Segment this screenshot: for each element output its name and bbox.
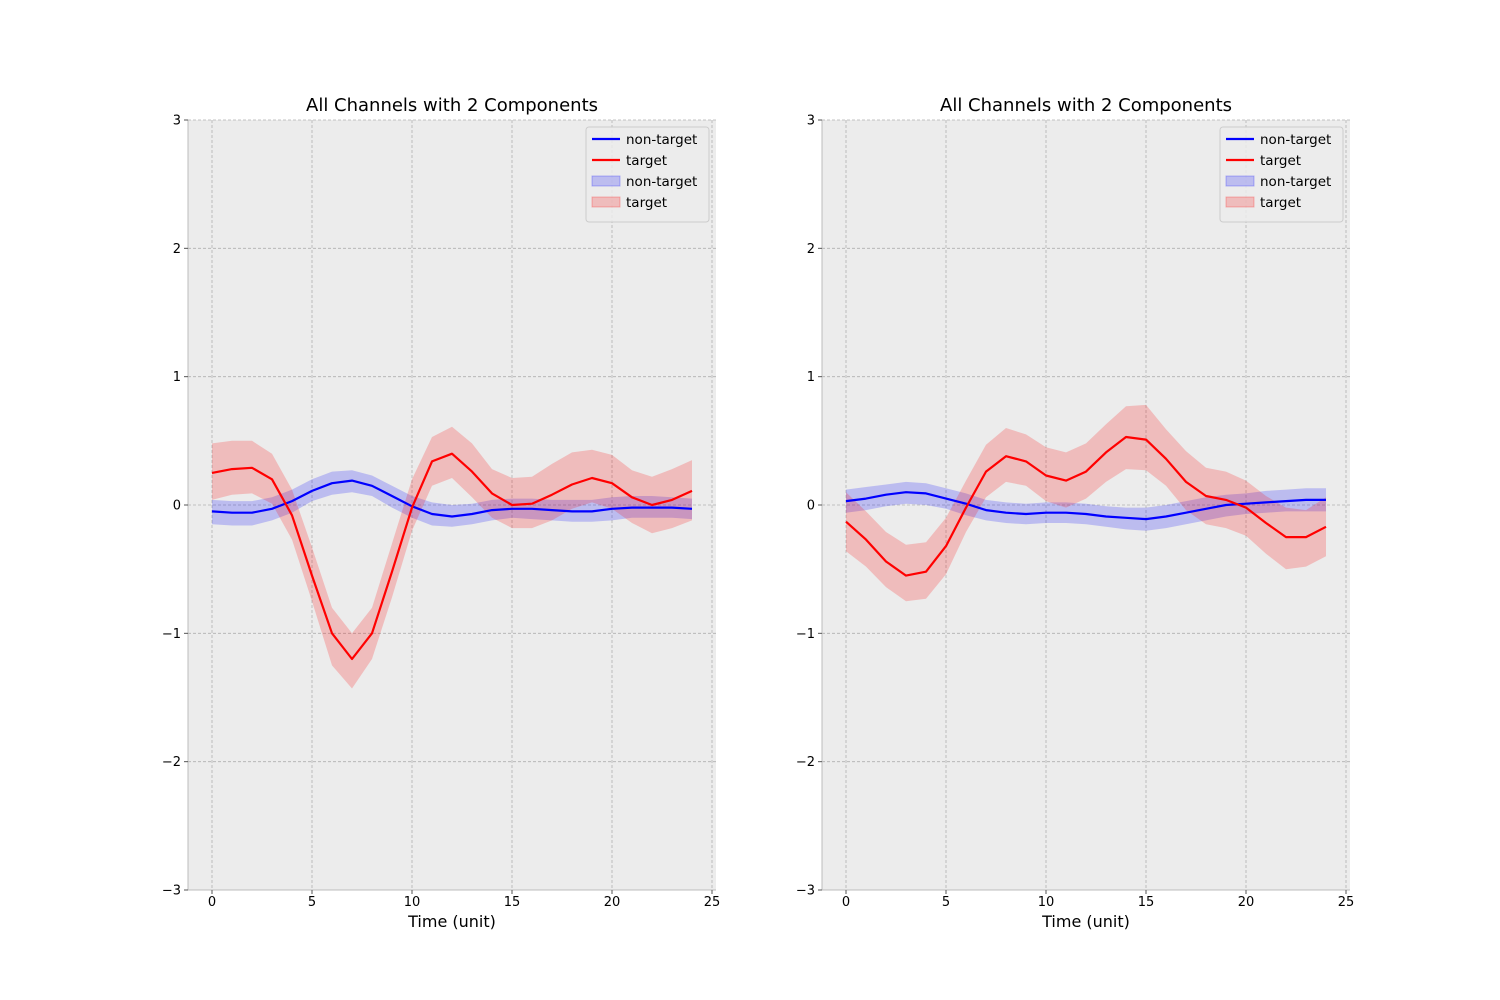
chart-panel-1: 0 5 10 15 20 25 −3 −2 −1 0 1 2 3 All Channels with 2 … <box>162 95 720 931</box>
legend-band-swatch <box>591 196 621 208</box>
x-axis-label: Time (unit) <box>1041 912 1130 931</box>
y-tick-label: 3 <box>173 114 181 129</box>
legend-label: non-target <box>1260 132 1331 148</box>
legend: non-target target non-target target <box>585 126 710 223</box>
chart-title: All Channels with 2 Components <box>940 95 1232 116</box>
y-tick-label: 0 <box>173 499 181 514</box>
legend-label: non-target <box>626 132 697 148</box>
y-tick-label: 3 <box>807 114 815 129</box>
target-band <box>212 426 692 689</box>
x-tick-label: 10 <box>404 895 421 910</box>
legend-label: non-target <box>1260 174 1331 190</box>
legend-label: target <box>1260 195 1301 211</box>
y-tick-label: −2 <box>162 755 181 770</box>
legend-label: non-target <box>626 174 697 190</box>
y-tick-label: −3 <box>162 884 181 899</box>
legend-band-swatch <box>1225 175 1255 187</box>
y-tick-label: −2 <box>796 755 815 770</box>
non-target-band <box>212 470 692 527</box>
legend-band-swatch <box>591 175 621 187</box>
non-target-line <box>845 491 1326 521</box>
x-tick-label: 20 <box>604 895 621 910</box>
target-line <box>845 435 1327 577</box>
x-tick-label: 20 <box>1238 895 1255 910</box>
y-tick-label: 2 <box>173 242 181 257</box>
y-tick-label: −3 <box>796 884 815 899</box>
legend-label: target <box>626 195 667 211</box>
x-tick-label: 5 <box>942 895 950 910</box>
x-tick-label: 25 <box>1338 895 1355 910</box>
x-tick-label: 5 <box>308 895 316 910</box>
chart-panel-2: 0 5 10 15 20 25 −3 −2 −1 0 1 2 3 All Channels with 2 … <box>796 95 1354 931</box>
chart-title: All Channels with 2 Components <box>306 95 598 116</box>
x-tick-label: 0 <box>842 895 850 910</box>
x-tick-label: 10 <box>1038 895 1055 910</box>
y-tick-label: −1 <box>796 627 815 642</box>
legend-label: target <box>1260 153 1301 169</box>
non-target-band <box>846 481 1326 531</box>
legend: non-target target non-target target <box>1219 126 1344 223</box>
x-axis-label: Time (unit) <box>407 912 496 931</box>
y-tick-label: 0 <box>807 499 815 514</box>
legend-label: target <box>626 153 667 169</box>
y-tick-label: 1 <box>807 370 815 385</box>
y-tick-label: 1 <box>173 370 181 385</box>
target-band <box>846 404 1326 602</box>
y-tick-label: 2 <box>807 242 815 257</box>
legend-box <box>1219 126 1344 223</box>
y-tick-label: −1 <box>162 627 181 642</box>
non-target-line <box>211 479 693 518</box>
x-tick-label: 25 <box>704 895 721 910</box>
legend-box <box>585 126 710 223</box>
target-line <box>211 452 693 661</box>
x-tick-label: 0 <box>208 895 216 910</box>
x-tick-label: 15 <box>1138 895 1155 910</box>
x-tick-label: 15 <box>504 895 521 910</box>
legend-band-swatch <box>1225 196 1255 208</box>
